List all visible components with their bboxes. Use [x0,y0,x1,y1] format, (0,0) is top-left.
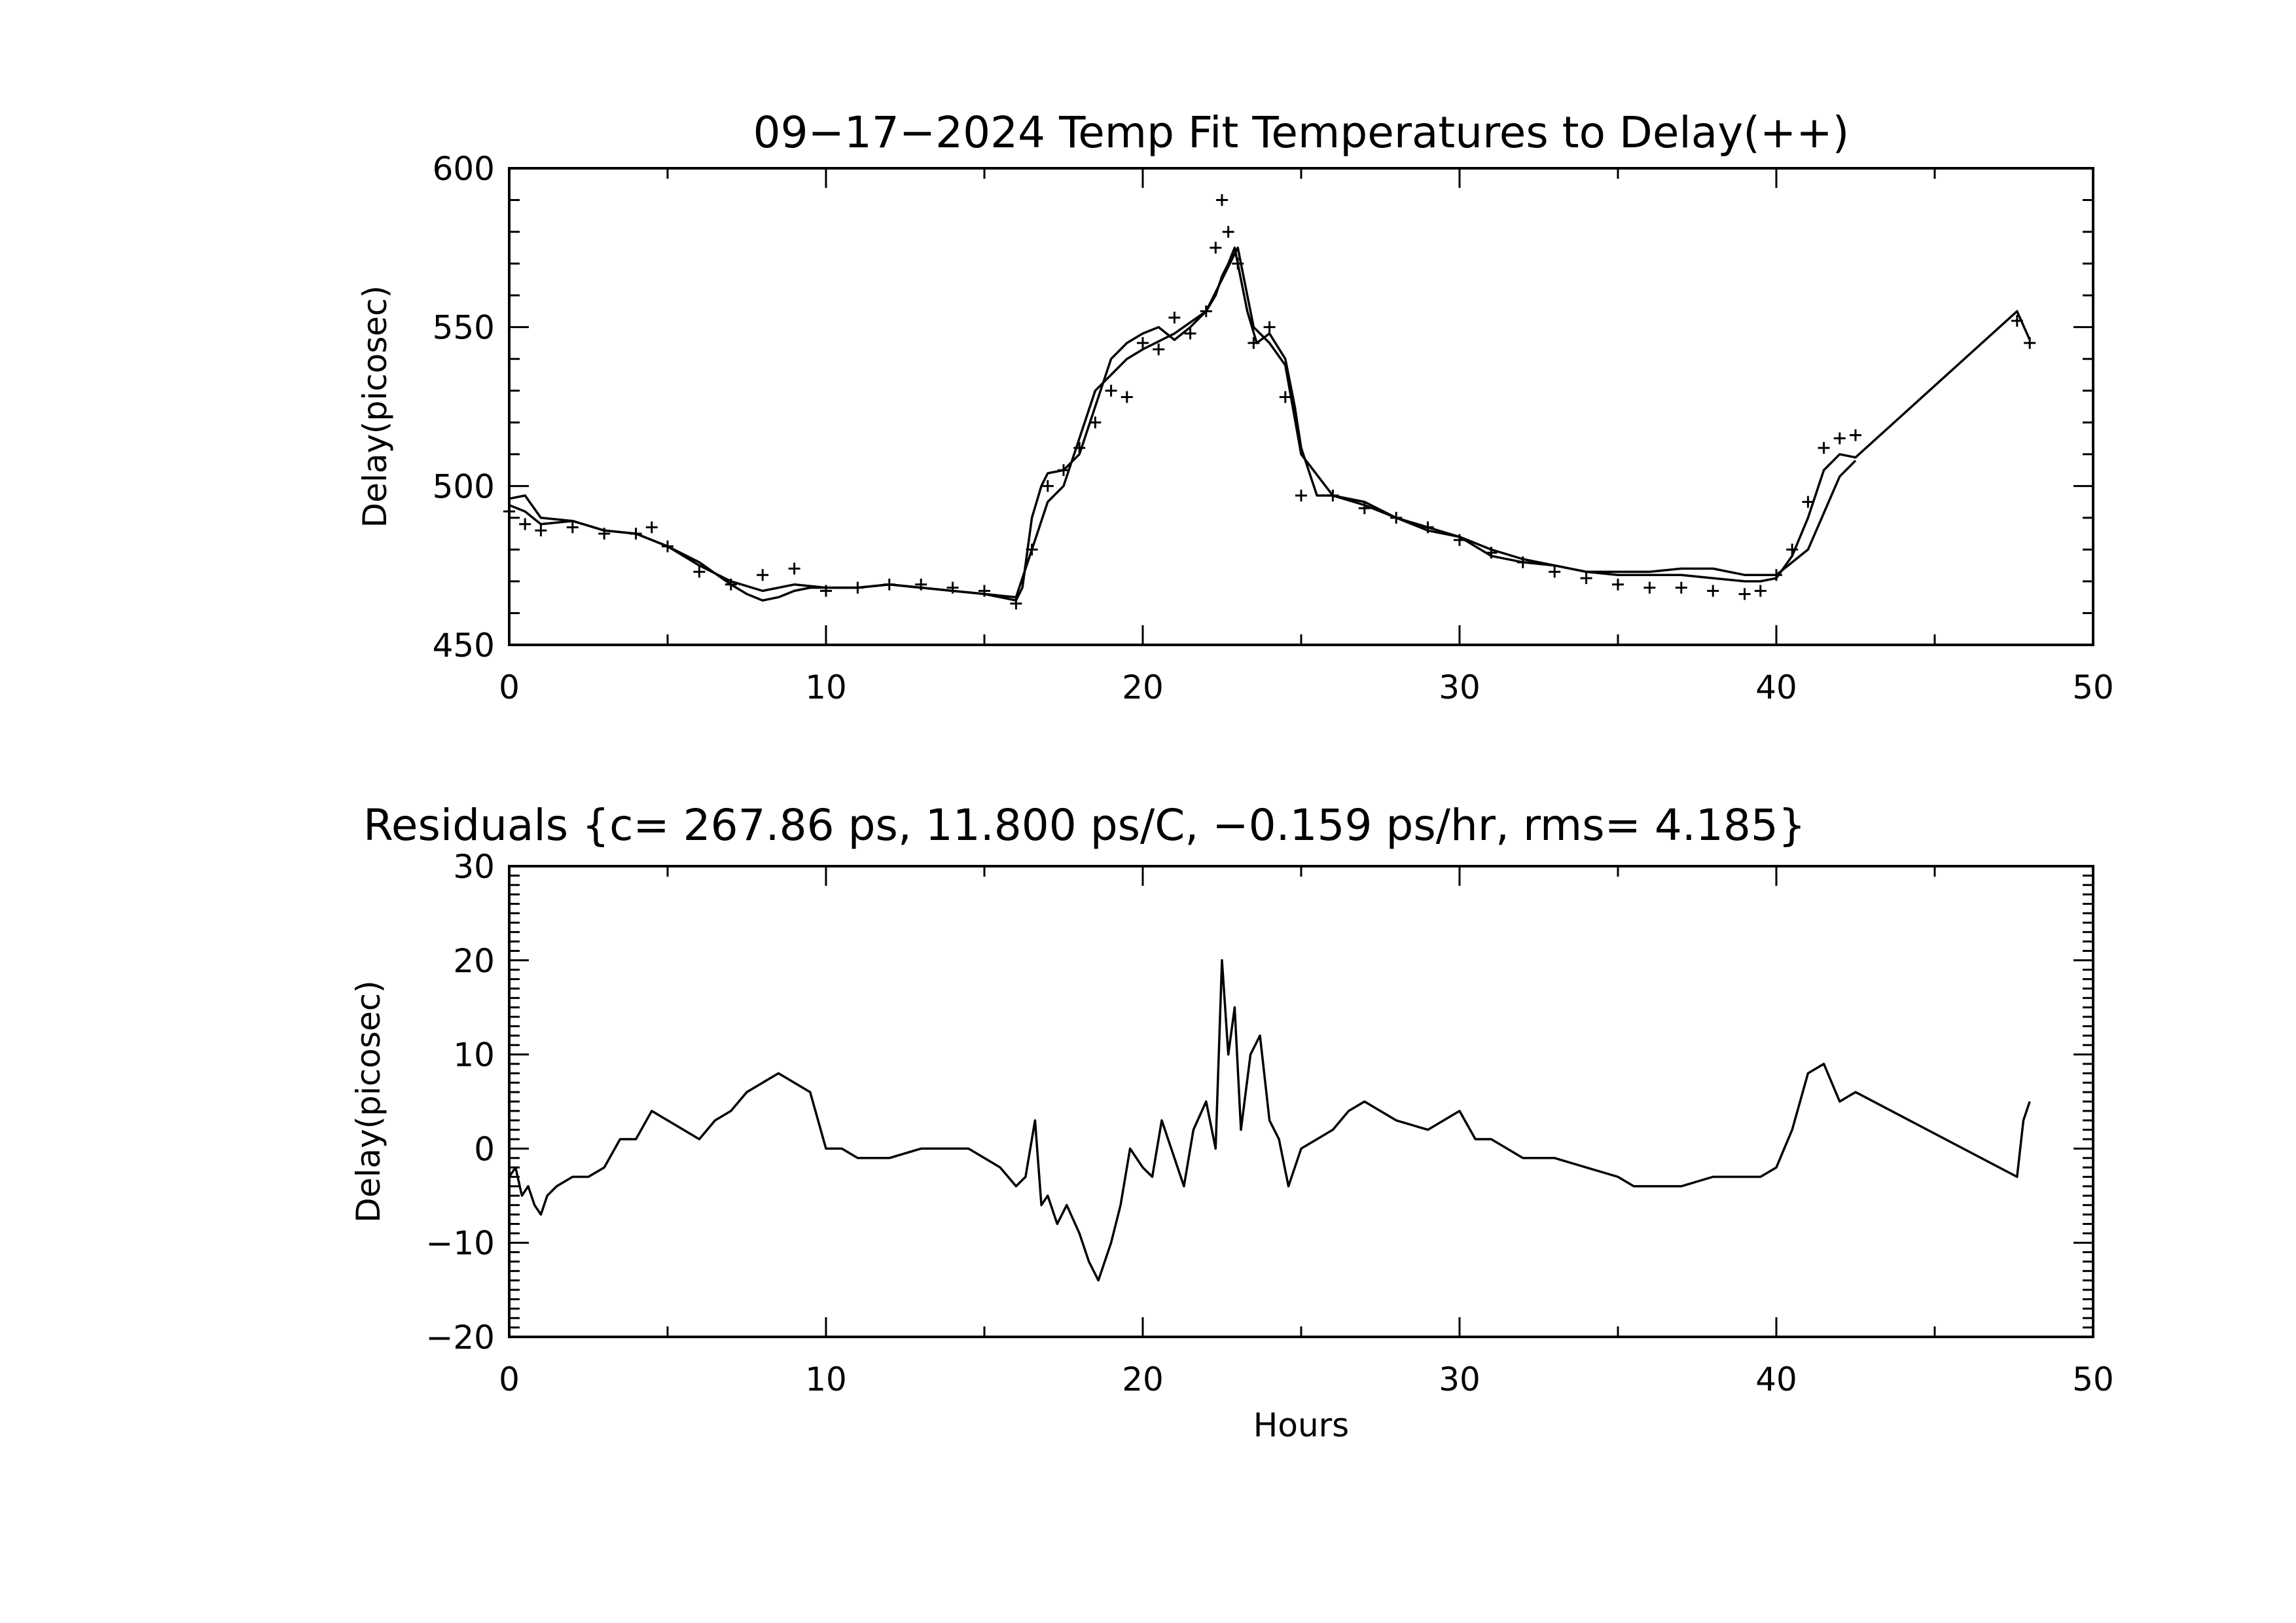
x-tick-label: 0 [499,1360,520,1398]
y-tick-label: 600 [433,150,495,188]
y-tick-label: 20 [453,942,495,980]
plus-marker [662,540,673,553]
y-axis-label: Delay(picosec) [350,980,387,1222]
plus-marker [1754,585,1767,597]
plus-marker [1549,566,1561,578]
plus-marker [566,521,579,534]
panel-title: 09−17−2024 Temp Fit Temperatures to Dela… [753,107,1850,158]
y-tick-label: 500 [433,467,495,505]
plus-marker [1786,543,1799,556]
plus-marker [1168,312,1181,324]
plus-marker [535,524,547,537]
plus-marker [915,578,927,591]
plus-marker [1770,569,1782,581]
x-tick-label: 50 [2072,668,2114,706]
plus-marker [1390,511,1403,524]
plus-marker [1089,416,1102,429]
plus-marker [503,505,515,518]
plus-marker [946,581,959,594]
plus-marker [1073,442,1086,454]
x-tick-label: 30 [1439,1360,1480,1398]
plus-marker [1485,547,1498,559]
plus-marker [852,581,864,594]
residuals-panel: Residuals {c= 267.86 ps, 11.800 ps/C, −0… [350,800,2114,1444]
plus-marker [1818,442,1830,454]
plus-marker [1041,480,1054,492]
plus-marker [1105,384,1117,397]
plus-marker [1295,489,1307,501]
plus-marker [978,585,990,597]
y-tick-label: −10 [425,1224,495,1262]
delay-fit-panel: 09−17−2024 Temp Fit Temperatures to Dela… [356,107,2114,706]
plus-marker [1675,581,1687,594]
x-tick-label: 30 [1439,668,1480,706]
plus-marker [1010,597,1022,610]
panel-title: Residuals {c= 267.86 ps, 11.800 ps/C, −0… [363,800,1806,850]
x-tick-label: 10 [805,668,847,706]
plus-marker [757,569,769,581]
plus-marker [1454,534,1465,546]
plus-marker [2024,337,2036,349]
plus-marker [1184,327,1196,340]
y-tick-label: 30 [453,848,495,886]
x-tick-label: 40 [1755,1360,1797,1398]
plus-marker [1358,502,1371,515]
plus-marker [1121,391,1133,403]
series-1-line [509,246,1857,598]
plus-marker [1210,242,1222,254]
x-tick-label: 50 [2072,1360,2114,1398]
x-tick-label: 40 [1755,668,1797,706]
y-axis-label: Delay(picosec) [356,285,394,528]
y-tick-label: 550 [433,309,495,347]
plus-marker [598,528,611,540]
plus-marker [1026,543,1038,556]
series-0-line [508,959,2031,1282]
plus-marker [1216,194,1228,206]
plus-marker [883,578,895,591]
plus-marker [1833,432,1846,445]
plus-marker [1137,337,1149,349]
plus-marker [1153,343,1165,356]
plus-marker [1612,578,1624,591]
x-axis-label: Hours [1253,1406,1349,1444]
x-tick-label: 0 [499,668,520,706]
plus-marker [1738,588,1751,600]
plus-marker [1643,581,1656,594]
plus-marker [1516,556,1529,568]
plus-marker [788,562,800,575]
x-tick-label: 20 [1122,668,1164,706]
plus-marker [630,528,642,540]
y-tick-label: 0 [474,1130,495,1168]
plus-marker [1200,305,1212,318]
series-2-markers [503,194,2036,610]
plus-marker [1263,321,1276,333]
plus-marker [645,521,658,534]
plus-marker [1802,496,1814,508]
plus-marker [725,578,737,591]
plus-marker [519,518,531,530]
plus-marker [1707,585,1719,597]
y-tick-label: 450 [433,627,495,665]
plus-marker [820,585,832,597]
plus-marker [1279,391,1291,403]
plus-marker [1580,572,1592,585]
plus-marker [2011,314,2023,327]
plus-marker [693,566,706,578]
plus-marker [1058,464,1069,477]
y-tick-label: −20 [425,1319,495,1357]
plot-frame [508,865,2094,1338]
plus-marker [1327,489,1339,501]
plus-marker [1232,257,1244,270]
plus-marker [1422,521,1434,534]
x-tick-label: 20 [1122,1360,1164,1398]
plus-marker [1247,337,1260,349]
series-0-line [509,246,2031,602]
plus-marker [1222,226,1234,238]
y-tick-label: 10 [453,1036,495,1074]
plot-frame [508,167,2094,646]
x-tick-label: 10 [805,1360,847,1398]
plus-marker [1850,429,1861,441]
